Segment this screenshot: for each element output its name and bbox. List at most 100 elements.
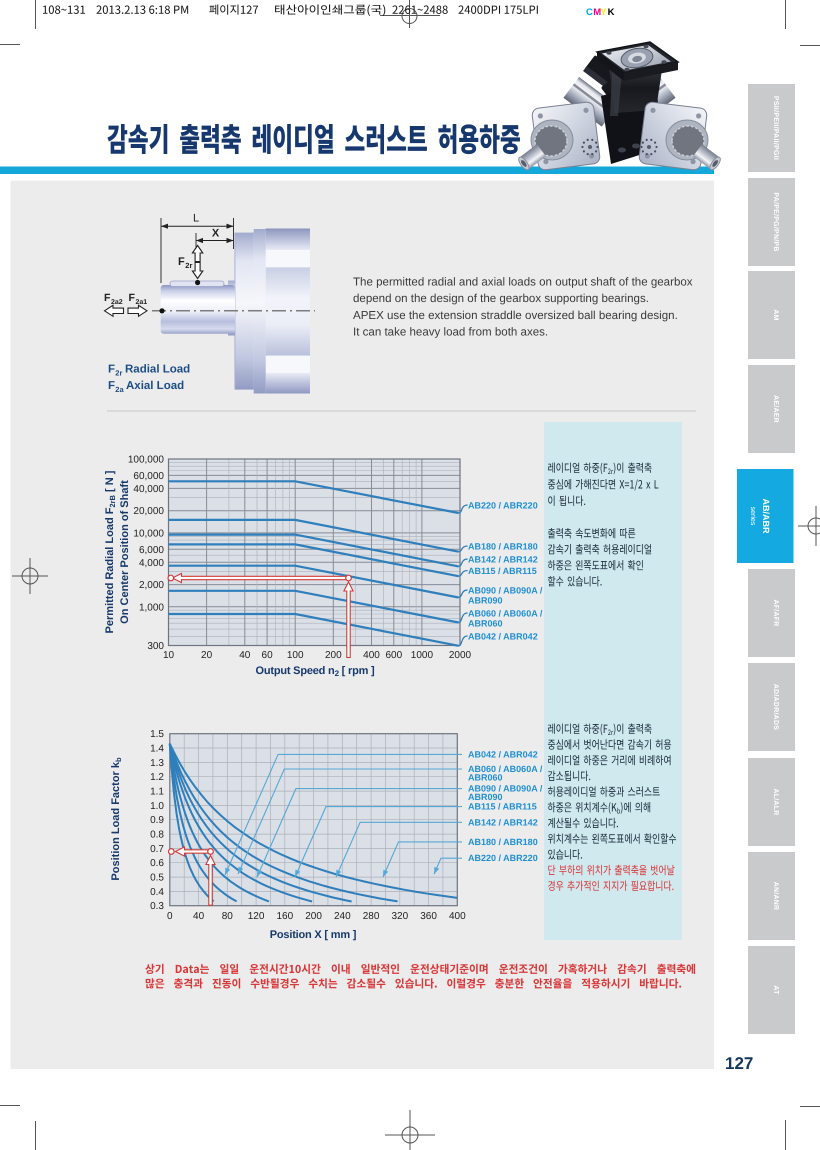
svg-text:AB090 / AB090A /: AB090 / AB090A / (468, 586, 543, 596)
svg-text:AB115 / ABR115: AB115 / ABR115 (468, 566, 537, 576)
svg-text:2r: 2r (185, 261, 192, 270)
svg-text:200: 200 (305, 911, 322, 922)
svg-text:600: 600 (385, 650, 402, 661)
svg-text:1.0: 1.0 (150, 801, 164, 812)
svg-text:PA/PE/PG/PN/PB: PA/PE/PG/PN/PB (772, 192, 779, 251)
svg-text:1.4: 1.4 (150, 744, 164, 755)
svg-text:series: series (749, 507, 757, 526)
svg-text:AM: AM (772, 309, 779, 320)
svg-text:1.2: 1.2 (150, 772, 164, 783)
svg-text:ABR090: ABR090 (468, 792, 503, 802)
svg-text:F: F (104, 292, 111, 304)
svg-text:1.1: 1.1 (150, 787, 164, 798)
svg-text:AB142 / ABR142: AB142 / ABR142 (468, 555, 538, 565)
svg-text:120: 120 (248, 911, 265, 922)
svg-text:0: 0 (167, 911, 173, 922)
svg-text:1.5: 1.5 (150, 729, 164, 740)
svg-text:1.3: 1.3 (150, 758, 164, 769)
svg-text:10: 10 (163, 650, 175, 661)
svg-text:F: F (178, 256, 185, 268)
svg-text:20: 20 (201, 650, 213, 661)
svg-text:The permitted radial and axial: The permitted radial and axial loads on … (353, 277, 693, 289)
svg-text:AL/ALR: AL/ALR (772, 788, 779, 815)
svg-text:300: 300 (147, 641, 164, 652)
svg-text:AB/ABR: AB/ABR (761, 499, 771, 534)
svg-text:0.4: 0.4 (150, 887, 164, 898)
svg-text:160: 160 (276, 911, 293, 922)
svg-text:Permitted Radial Load F2rB [ N: Permitted Radial Load F2rB [ N ] (104, 470, 117, 633)
svg-text:AB042 / ABR042: AB042 / ABR042 (468, 632, 538, 642)
svg-text:4,000: 4,000 (139, 558, 164, 569)
svg-text:Radial Load: Radial Load (125, 364, 190, 376)
svg-text:M: M (593, 7, 601, 18)
svg-text:ABR090: ABR090 (468, 596, 503, 606)
svg-text:0.5: 0.5 (150, 873, 164, 884)
svg-text:1,000: 1,000 (139, 602, 164, 613)
svg-text:0.8: 0.8 (150, 830, 164, 841)
svg-text:AB142 / ABR142: AB142 / ABR142 (468, 817, 538, 827)
svg-text:400: 400 (449, 911, 466, 922)
svg-text:Axial Load: Axial Load (126, 380, 184, 392)
svg-text:F: F (129, 292, 136, 304)
svg-text:Position X [ mm ]: Position X [ mm ] (270, 929, 357, 941)
svg-text:AB180 / ABR180: AB180 / ABR180 (468, 837, 538, 847)
svg-text:320: 320 (391, 911, 408, 922)
svg-text:AB090 / AB090A /: AB090 / AB090A / (468, 784, 543, 794)
svg-text:AB115 / ABR115: AB115 / ABR115 (468, 802, 537, 812)
svg-text:0.3: 0.3 (150, 901, 164, 912)
svg-text:On Center Position of Shaft: On Center Position of Shaft (119, 480, 131, 624)
svg-text:400: 400 (363, 650, 380, 661)
svg-text:240: 240 (334, 911, 351, 922)
svg-text:L: L (193, 213, 199, 225)
svg-text:ABR060: ABR060 (468, 773, 503, 783)
svg-text:X: X (212, 228, 220, 240)
svg-text:40: 40 (239, 650, 251, 661)
svg-text:AN/ANR: AN/ANR (772, 882, 779, 911)
svg-text:100,000: 100,000 (128, 455, 165, 466)
svg-text:100: 100 (287, 650, 304, 661)
svg-text:80: 80 (222, 911, 234, 922)
svg-text:Output Speed n2 [ rpm ]: Output Speed n2 [ rpm ] (255, 665, 375, 678)
svg-text:200: 200 (325, 650, 342, 661)
svg-text:AB060 / AB060A /: AB060 / AB060A / (468, 764, 543, 774)
svg-text:AB220 / ABR220: AB220 / ABR220 (468, 853, 538, 863)
svg-text:Position Load Factor kb: Position Load Factor kb (110, 757, 123, 881)
svg-text:AB060 / AB060A /: AB060 / AB060A / (468, 609, 543, 619)
svg-text:2a2: 2a2 (111, 299, 123, 306)
svg-text:0.6: 0.6 (150, 858, 164, 869)
svg-text:6,000: 6,000 (139, 545, 164, 556)
svg-text:20,000: 20,000 (133, 506, 164, 517)
svg-text:AB042 / ABR042: AB042 / ABR042 (468, 749, 538, 759)
svg-text:AF/AFR: AF/AFR (772, 599, 779, 626)
svg-text:2a: 2a (115, 385, 124, 394)
svg-text:40,000: 40,000 (133, 484, 164, 495)
svg-text:60: 60 (262, 650, 274, 661)
svg-text:2000: 2000 (449, 650, 472, 661)
svg-text:C: C (586, 7, 593, 18)
svg-text:127: 127 (725, 1054, 753, 1073)
svg-text:40: 40 (193, 911, 205, 922)
svg-text:AB180 / ABR180: AB180 / ABR180 (468, 542, 538, 552)
svg-text:280: 280 (363, 911, 380, 922)
svg-text:2a1: 2a1 (136, 299, 148, 306)
svg-text:1000: 1000 (411, 650, 434, 661)
svg-text:AE/AER: AE/AER (772, 395, 779, 423)
svg-text:ABR060: ABR060 (468, 619, 503, 629)
svg-text:It can take heavy load from bo: It can take heavy load from both axes. (353, 327, 548, 339)
svg-text:60,000: 60,000 (133, 471, 164, 482)
svg-text:10,000: 10,000 (133, 528, 164, 539)
svg-text:0.7: 0.7 (150, 844, 164, 855)
svg-text:AB220 / ABR220: AB220 / ABR220 (468, 501, 538, 511)
svg-text:2,000: 2,000 (139, 580, 164, 591)
svg-text:depend on the design of the ge: depend on the design of the gearbox supp… (353, 293, 649, 305)
svg-text:AT: AT (772, 985, 779, 995)
svg-text:0.9: 0.9 (150, 815, 164, 826)
svg-text:PSII/PEII/PAII/PGII: PSII/PEII/PAII/PGII (772, 96, 779, 160)
svg-text:AD/ADR/ADS: AD/ADR/ADS (772, 684, 779, 730)
svg-text:K: K (608, 7, 615, 18)
svg-text:F: F (108, 364, 115, 376)
svg-text:360: 360 (420, 911, 437, 922)
svg-text:2r: 2r (115, 369, 122, 378)
svg-text:Y: Y (600, 7, 607, 18)
svg-text:F: F (108, 380, 115, 392)
